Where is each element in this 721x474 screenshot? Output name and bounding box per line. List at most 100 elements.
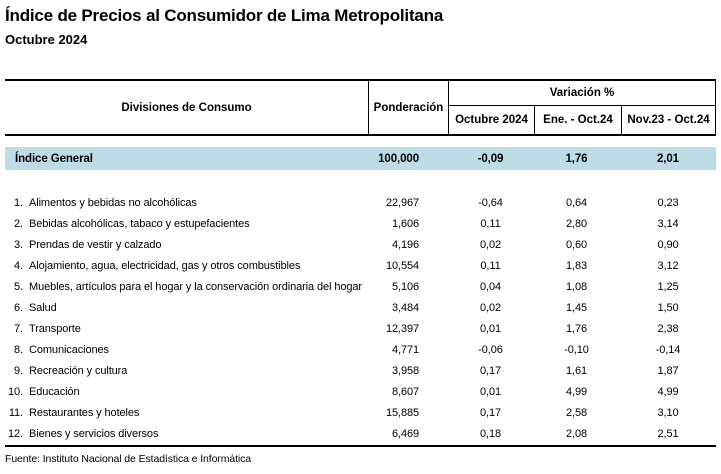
row-value-octubre: 0,11 [480,259,501,272]
row-value-ene-oct: 2,80 [565,217,587,230]
row-label: Salud [29,301,57,314]
row-value-nov-oct: 1,87 [657,364,679,377]
row-weight: 10,554 [385,259,419,272]
row-value-nov-oct: 2,01 [657,152,679,165]
row-value-octubre: 0,17 [479,406,501,419]
row-value-ene-oct: 2,58 [565,406,587,419]
row-weight: 3,484 [391,301,419,314]
row-label-cell: 10. Educación [5,386,368,398]
row-number: 7. [14,322,23,335]
row-value-ene-oct: 1,83 [565,259,587,272]
row-label: Bebidas alcohólicas, tabaco y estupefaci… [29,217,250,230]
table-row: 9. Recreación y cultura 3,958 0,17 1,61 … [5,360,716,381]
row-label: Alojamiento, agua, electricidad, gas y o… [29,259,301,272]
row-value-ene-oct: 0,64 [565,196,587,209]
row-value-nov-oct: 1,25 [657,280,679,293]
table-row: 5. Muebles, artículos para el hogar y la… [5,276,716,297]
col-header-variacion: Variación % [449,81,715,106]
row-number: 9. [14,364,23,377]
row-label: Prendas de vestir y calzado [29,238,162,251]
row-label-cell: 4. Alojamiento, agua, electricidad, gas … [5,260,368,272]
row-value-octubre: 0,17 [479,364,501,377]
row-weight: 4,196 [391,238,419,251]
table-row: 3. Prendas de vestir y calzado 4,196 0,0… [5,234,716,255]
row-number: 1. [14,196,23,209]
row-label: Alimentos y bebidas no alcohólicas [29,196,197,209]
row-weight: 15,885 [385,406,419,419]
row-value-nov-oct: 3,10 [657,406,679,419]
row-weight: 6,469 [391,427,419,440]
row-value-nov-oct: 1,50 [657,301,679,314]
row-value-nov-oct: 4,99 [657,385,679,398]
row-label-cell: 6. Salud [5,302,368,314]
row-value-nov-oct: 0,90 [657,238,679,251]
row-value-nov-oct: 0,23 [657,196,679,209]
row-value-octubre: 0,01 [479,385,501,398]
row-value-octubre: 0,04 [479,280,501,293]
row-value-octubre: 0,01 [479,322,501,335]
col-group-variacion: Variación % Octubre 2024 Ene. - Oct.24 N… [448,81,716,134]
page-title: Índice de Precios al Consumidor de Lima … [5,6,444,25]
row-value-nov-oct: 2,51 [657,427,679,440]
row-label-cell: 7. Transporte [5,323,368,335]
row-label-cell: 2. Bebidas alcohólicas, tabaco y estupef… [5,218,368,230]
row-number: 11. [8,406,23,419]
row-label: Muebles, artículos para el hogar y la co… [29,280,362,293]
row-label-cell: 1. Alimentos y bebidas no alcohólicas [5,197,368,209]
row-value-ene-oct: 4,99 [565,385,587,398]
variacion-subheaders: Octubre 2024 Ene. - Oct.24 Nov.23 - Oct.… [449,106,715,134]
col-header-nov23-oct24: Nov.23 - Oct.24 [621,106,715,134]
row-value-octubre: 0,02 [479,301,501,314]
row-label-cell: 8. Comunicaciones [5,344,368,356]
col-header-ponderacion: Ponderación [368,81,448,134]
row-value-octubre: -0,06 [478,343,503,356]
row-label-cell: 9. Recreación y cultura [5,365,368,377]
col-header-divisiones: Divisiones de Consumo [121,101,252,114]
row-weight: 1,606 [391,217,419,230]
table-header: Divisiones de Consumo Ponderación Variac… [5,79,716,136]
row-number: 5. [14,280,23,293]
row-value-nov-oct: 2,38 [657,322,679,335]
table-row: 8. Comunicaciones 4,771 -0,06 -0,10 -0,1… [5,339,716,360]
table-row: 11. Restaurantes y hoteles 15,885 0,17 2… [5,402,716,423]
row-label-cell: 3. Prendas de vestir y calzado [5,239,368,251]
row-value-ene-oct: 1,08 [565,280,587,293]
row-value-ene-oct: 1,61 [565,364,587,377]
row-weight: 22,967 [385,196,419,209]
row-label: Comunicaciones [29,343,109,356]
table-bottom-border [5,445,716,447]
row-value-ene-oct: 1,76 [565,152,588,165]
col-header-ene-oct24: Ene. - Oct.24 [534,106,621,134]
row-value-ene-oct: 1,45 [565,301,587,314]
row-value-octubre: 0,18 [479,427,501,440]
table-row: 12. Bienes y servicios diversos 6,469 0,… [5,423,716,444]
row-label-cell: 11. Restaurantes y hoteles [5,407,368,419]
row-value-nov-oct: 3,12 [657,259,679,272]
table-row: 4. Alojamiento, agua, electricidad, gas … [5,255,716,276]
row-weight: 5,106 [391,280,419,293]
row-label: Educación [29,385,80,398]
row-value-octubre: -0,64 [478,196,503,209]
table-row: 6. Salud 3,484 0,02 1,45 1,50 [5,297,716,318]
table-row: 10. Educación 8,607 0,01 4,99 4,99 [5,381,716,402]
row-number: 12. [8,427,23,440]
row-weight: 3,958 [391,364,419,377]
row-label: Recreación y cultura [29,364,128,377]
row-number: 2. [14,217,23,230]
row-label-cell: 12. Bienes y servicios diversos [5,428,368,440]
row-number: 3. [14,238,23,251]
row-value-ene-oct: 2,08 [565,427,587,440]
row-label-cell: 5. Muebles, artículos para el hogar y la… [5,281,368,293]
row-number: 10. [8,385,23,398]
row-weight: 100,000 [378,152,419,165]
table-row: 2. Bebidas alcohólicas, tabaco y estupef… [5,213,716,234]
row-value-octubre: 0,02 [479,238,501,251]
row-value-ene-oct: -0,10 [564,343,589,356]
table-row: 1. Alimentos y bebidas no alcohólicas 22… [5,192,716,213]
row-number: 8. [14,343,23,356]
source-note: Fuente: Instituto Nacional de Estadístic… [5,453,252,465]
row-value-nov-oct: -0,14 [655,343,681,356]
col-header-octubre-2024: Octubre 2024 [455,114,528,126]
row-weight: 4,771 [391,343,419,356]
